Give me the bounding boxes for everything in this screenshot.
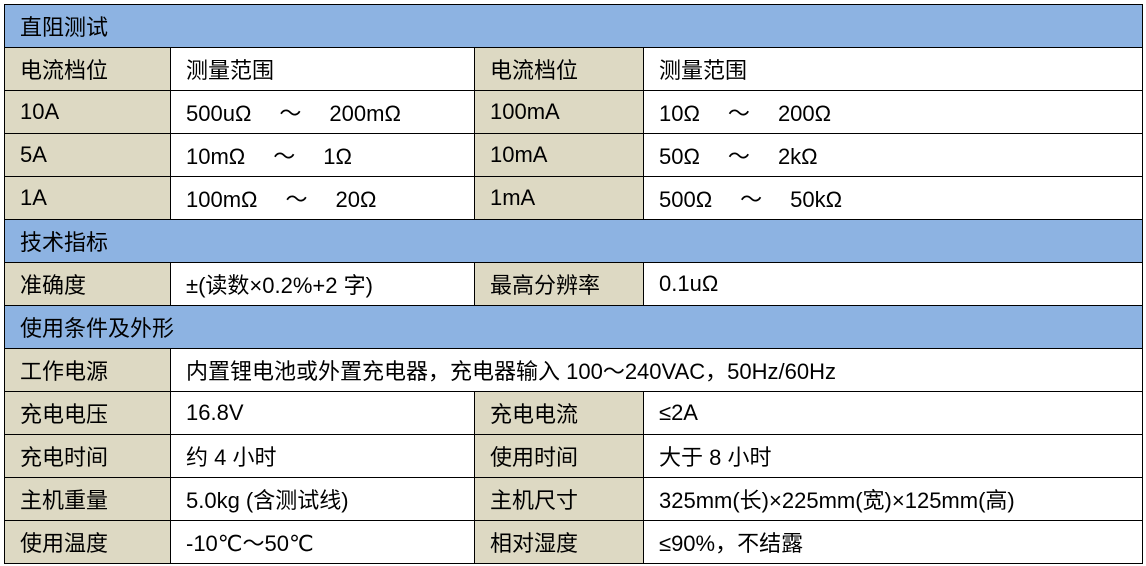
range-from: 500Ω: [659, 187, 713, 212]
section-title: 技术指标: [3, 219, 1144, 263]
range-cell: 500uΩ ～ 200mΩ: [170, 90, 475, 134]
label-cell: 准确度: [4, 262, 171, 306]
section-spec: 技术指标: [3, 219, 1144, 263]
pair-row: 充电时间 约 4 小时 使用时间 大于 8 小时: [4, 434, 1144, 478]
value-cell: ≤90%，不结露: [642, 520, 1144, 564]
range-sep: ～: [727, 144, 750, 169]
label-cell: 使用温度: [4, 520, 171, 564]
value-cell: 325mm(长)×225mm(宽)×125mm(高): [642, 477, 1144, 521]
range-row: 10A 500uΩ ～ 200mΩ 100mA 10Ω ～ 200Ω: [4, 90, 1144, 134]
pair-row: 使用温度 -10℃～50℃ 相对湿度 ≤90%，不结露: [4, 520, 1144, 564]
label-cell: 主机重量: [4, 477, 171, 521]
current-cell: 100mA: [474, 90, 644, 134]
label-cell: 相对湿度: [474, 520, 644, 564]
range-cell: 50Ω ～ 2kΩ: [642, 133, 1144, 177]
current-cell: 1A: [4, 176, 171, 220]
range-row: 1A 100mΩ ～ 20Ω 1mA 500Ω ～ 50kΩ: [4, 176, 1144, 220]
section-title: 直阻测试: [3, 4, 1144, 48]
range-cell: 100mΩ ～ 20Ω: [170, 176, 475, 220]
label-cell: 充电电流: [474, 391, 644, 435]
range-cell: 10Ω ～ 200Ω: [642, 90, 1144, 134]
header-cell: 测量范围: [170, 47, 475, 91]
value-cell: -10℃～50℃: [170, 520, 475, 564]
header-cell: 电流档位: [474, 47, 644, 91]
current-cell: 5A: [4, 133, 171, 177]
power-row: 工作电源 内置锂电池或外置充电器，充电器输入 100～240VAC，50Hz/6…: [4, 348, 1144, 392]
value-cell: 约 4 小时: [170, 434, 475, 478]
label-cell: 最高分辨率: [474, 262, 644, 306]
range-from: 500uΩ: [186, 101, 252, 126]
current-cell: 1mA: [474, 176, 644, 220]
range-header-row: 电流档位 测量范围 电流档位 测量范围: [4, 47, 1144, 91]
range-sep: ～: [285, 187, 308, 212]
current-cell: 10A: [4, 90, 171, 134]
section-dc: 直阻测试: [3, 4, 1144, 48]
label-cell: 工作电源: [4, 348, 171, 392]
value-cell: 0.1uΩ: [642, 262, 1144, 306]
value-cell: ±(读数×0.2%+2 字): [170, 262, 475, 306]
range-sep: ～: [727, 101, 750, 126]
range-to: 2kΩ: [777, 144, 818, 169]
range-sep: ～: [273, 144, 296, 169]
range-cell: 10mΩ ～ 1Ω: [170, 133, 475, 177]
label-cell: 充电时间: [4, 434, 171, 478]
range-to: 20Ω: [335, 187, 377, 212]
range-to: 50kΩ: [790, 187, 843, 212]
value-cell: 5.0kg (含测试线): [170, 477, 475, 521]
range-sep: ～: [279, 101, 302, 126]
range-from: 10mΩ: [186, 144, 246, 169]
range-to: 200mΩ: [329, 101, 401, 126]
header-cell: 电流档位: [4, 47, 171, 91]
range-cell: 500Ω ～ 50kΩ: [642, 176, 1144, 220]
section-title: 使用条件及外形: [3, 305, 1144, 349]
pair-row: 主机重量 5.0kg (含测试线) 主机尺寸 325mm(长)×225mm(宽)…: [4, 477, 1144, 521]
value-cell: 16.8V: [170, 391, 475, 435]
spec-row: 准确度 ±(读数×0.2%+2 字) 最高分辨率 0.1uΩ: [4, 262, 1144, 306]
range-from: 50Ω: [659, 144, 700, 169]
range-from: 100mΩ: [186, 187, 258, 212]
range-row: 5A 10mΩ ～ 1Ω 10mA 50Ω ～ 2kΩ: [4, 133, 1144, 177]
value-cell: ≤2A: [642, 391, 1144, 435]
pair-row: 充电电压 16.8V 充电电流 ≤2A: [4, 391, 1144, 435]
range-sep: ～: [740, 187, 763, 212]
value-cell: 大于 8 小时: [642, 434, 1144, 478]
label-cell: 充电电压: [4, 391, 171, 435]
current-cell: 10mA: [474, 133, 644, 177]
section-cond: 使用条件及外形: [3, 305, 1144, 349]
header-cell: 测量范围: [642, 47, 1144, 91]
value-cell: 内置锂电池或外置充电器，充电器输入 100～240VAC，50Hz/60Hz: [169, 348, 1144, 392]
range-from: 10Ω: [659, 101, 700, 126]
label-cell: 使用时间: [474, 434, 644, 478]
spec-table: 直阻测试 电流档位 测量范围 电流档位 测量范围 10A 500uΩ ～ 200mΩ…: [3, 4, 1144, 564]
range-to: 1Ω: [323, 144, 352, 169]
label-cell: 主机尺寸: [474, 477, 644, 521]
range-to: 200Ω: [777, 101, 832, 126]
